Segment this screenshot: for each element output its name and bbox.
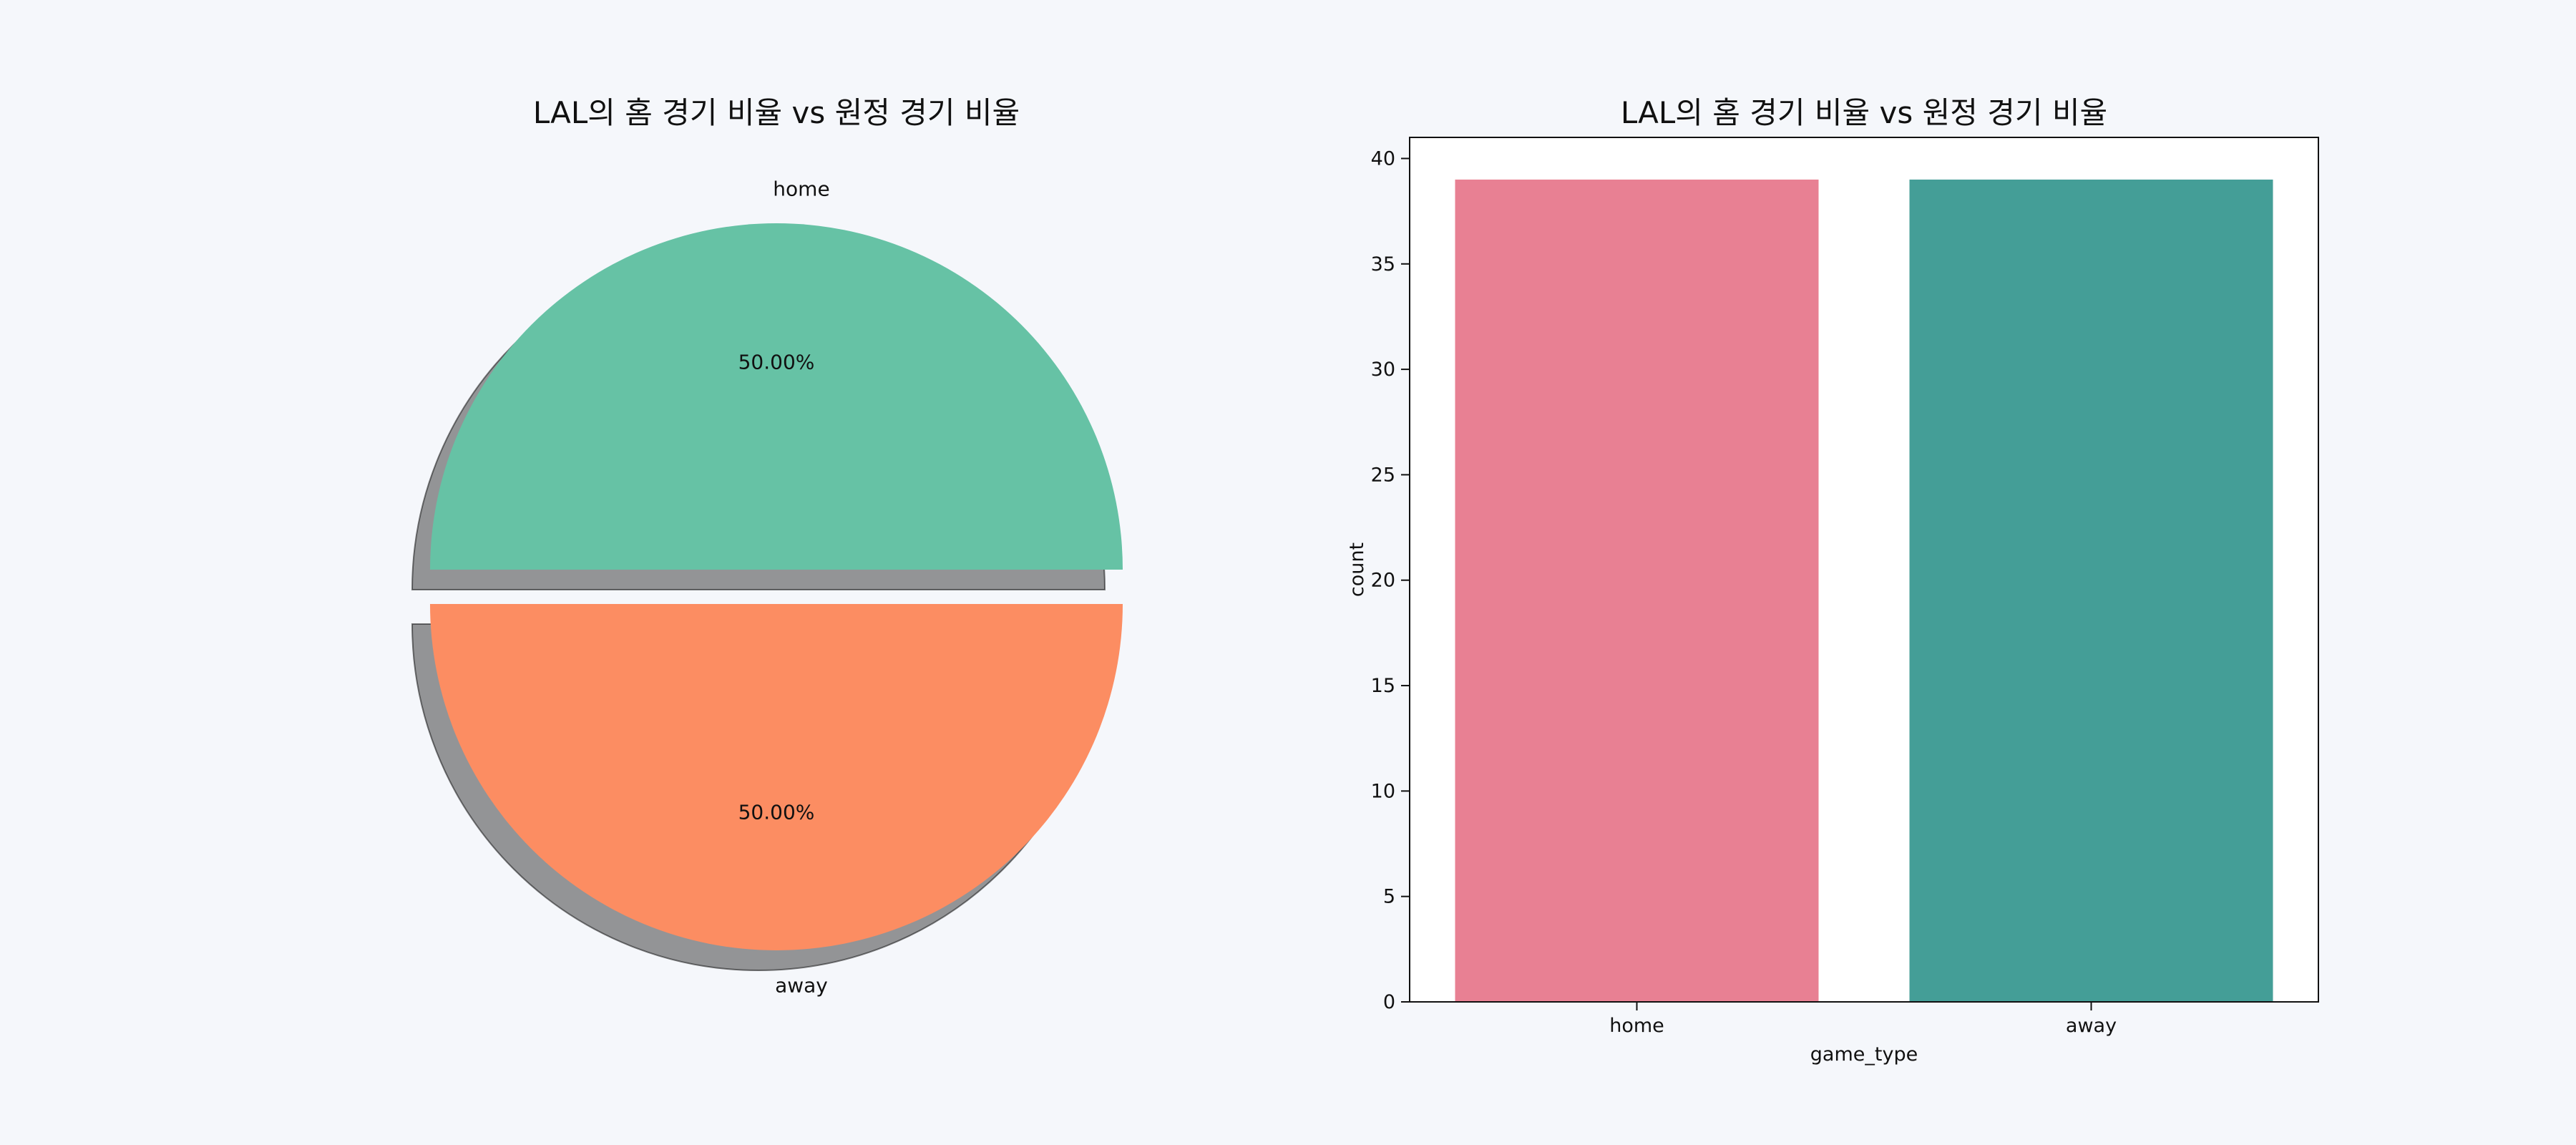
- y-tick-label: 30: [1371, 359, 1395, 381]
- pie-slices: [430, 223, 1123, 950]
- pie-slice-away: [430, 604, 1123, 950]
- y-tick-label: 5: [1383, 886, 1395, 908]
- y-tick-label: 40: [1371, 147, 1395, 170]
- bars: [1455, 179, 2273, 1002]
- x-tick-label-away: away: [2066, 1015, 2117, 1037]
- y-tick-label: 35: [1371, 253, 1395, 276]
- y-tick-label: 20: [1371, 570, 1395, 592]
- pie-title: LAL의 홈 경기 비율 vs 원정 경기 비율: [533, 95, 1020, 130]
- y-tick-label: 10: [1371, 780, 1395, 802]
- bar-home: [1455, 179, 1819, 1002]
- plot-frame: [1409, 137, 2319, 1003]
- x-tick-label-home: home: [1609, 1015, 1664, 1037]
- pie-slice-home: [430, 223, 1123, 570]
- y-tick-label: 15: [1371, 675, 1395, 697]
- pie-chart: LAL의 홈 경기 비율 vs 원정 경기 비율 home 50.00% away 5…: [411, 95, 1123, 998]
- bar-away: [1909, 179, 2273, 1002]
- y-axis-ticks: 0 5 10 15 20 25 30 35 40: [1371, 147, 1410, 1013]
- pie-label-away: away: [775, 973, 828, 997]
- y-tick-label: 0: [1383, 991, 1395, 1013]
- x-axis-ticks: home away: [1609, 1002, 2117, 1037]
- y-tick-label: 25: [1371, 464, 1395, 486]
- pie-labels: home 50.00% away 50.00%: [738, 177, 830, 998]
- pie-percent-away: 50.00%: [738, 800, 815, 824]
- y-axis-label: count: [1346, 542, 1368, 597]
- pie-percent-home: 50.00%: [738, 351, 815, 374]
- pie-label-home: home: [773, 177, 829, 201]
- bar-title: LAL의 홈 경기 비율 vs 원정 경기 비율: [1621, 95, 2107, 130]
- x-axis-label: game_type: [1810, 1043, 1918, 1066]
- bar-chart: LAL의 홈 경기 비율 vs 원정 경기 비율 0 5 10 15 20 25 30 35 4…: [1346, 95, 2319, 1066]
